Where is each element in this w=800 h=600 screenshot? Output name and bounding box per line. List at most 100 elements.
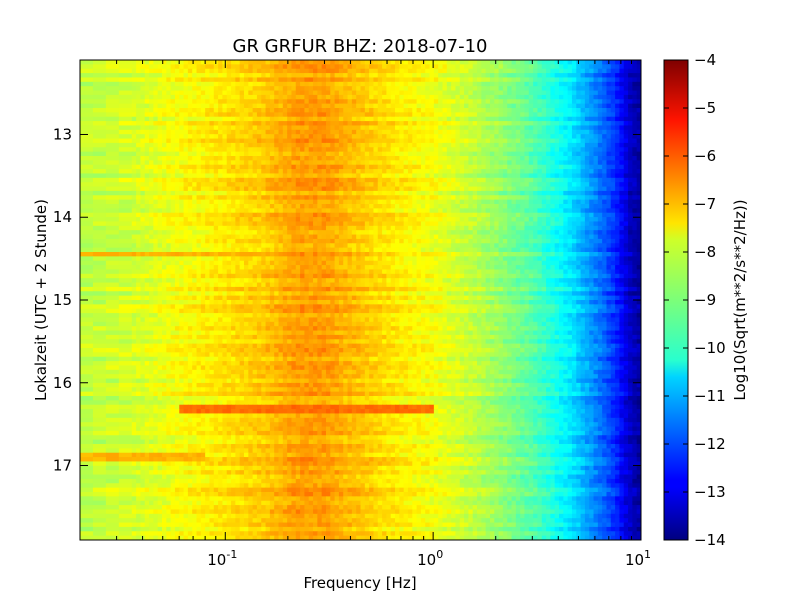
heatmap-cell [537,94,543,100]
heatmap-cell [343,73,349,79]
heatmap-cell [313,156,318,161]
heatmap-cell [269,121,275,127]
heatmap-cell [403,86,409,92]
heatmap-cell [623,199,629,205]
heatmap-cell [416,142,422,148]
heatmap-cell [205,173,211,179]
heatmap-cell [433,156,439,161]
heatmap-cell [157,94,163,100]
heatmap-cell [580,99,586,105]
heatmap-cell [179,103,185,109]
heatmap-cell [269,125,275,131]
heatmap-cell [632,64,638,70]
heatmap-cell [300,94,305,100]
heatmap-cell [226,125,232,131]
heatmap-cell [520,204,526,209]
heatmap-cell [576,195,582,201]
heatmap-cell [567,129,573,135]
heatmap-cell [576,116,582,122]
heatmap-cell [291,112,297,118]
heatmap-cell [291,81,297,87]
heatmap-cell [343,125,349,131]
heatmap-cell [295,138,301,144]
heatmap-cell [485,60,491,65]
heatmap-cell [300,190,305,196]
heatmap-cell [442,186,448,192]
heatmap-cell [140,121,146,127]
heatmap-cell [451,73,457,79]
heatmap-cell [239,129,245,135]
heatmap-cell [407,73,413,79]
heatmap-cell [325,173,331,179]
heatmap-cell [559,169,564,175]
heatmap-cell [524,90,530,96]
heatmap-cell [192,121,198,127]
heatmap-cell [636,134,641,140]
heatmap-cell [520,90,526,96]
heatmap-cell [218,86,224,92]
heatmap-cell [213,121,219,127]
heatmap-cell [485,64,491,70]
heatmap-cell [330,125,336,131]
heatmap-cell [295,68,301,74]
heatmap-cell [593,64,599,70]
heatmap-cell [338,138,344,144]
heatmap-cell [610,164,616,170]
heatmap-cell [610,73,616,79]
heatmap-cell [606,164,612,170]
heatmap-cell [429,138,435,144]
heatmap-cell [494,60,500,65]
heatmap-cell [248,94,254,100]
heatmap-cell [174,169,180,175]
heatmap-cell [610,142,616,148]
heatmap-cell [593,60,599,65]
heatmap-cell [131,94,137,100]
heatmap-cell [196,151,202,157]
heatmap-cell [576,208,582,214]
heatmap-cell [554,234,560,240]
heatmap-cell [433,94,439,100]
heatmap-cell [330,73,336,79]
heatmap-cell [494,64,500,70]
heatmap-cell [92,151,107,157]
heatmap-cell [153,195,159,201]
heatmap-cell [395,177,400,183]
heatmap-cell [196,169,202,175]
heatmap-cell [200,64,206,70]
heatmap-cell [589,134,595,140]
heatmap-cell [265,60,271,65]
heatmap-cell [498,199,504,205]
heatmap-cell [377,160,383,166]
heatmap-cell [118,121,133,127]
heatmap-cell [166,125,172,131]
heatmap-cell [118,173,133,179]
heatmap-cell [399,103,405,109]
heatmap-cell [287,151,293,157]
heatmap-cell [274,230,280,236]
heatmap-cell [537,186,543,192]
heatmap-cell [425,94,431,100]
heatmap-cell [140,116,146,122]
heatmap-cell [477,73,482,79]
heatmap-cell [295,90,301,96]
heatmap-cell [317,116,323,122]
heatmap-cell [321,142,327,148]
heatmap-cell [425,173,431,179]
heatmap-cell [218,169,224,175]
heatmap-cell [390,182,396,188]
heatmap-cell [196,77,202,83]
heatmap-cell [395,151,400,157]
heatmap-cell [174,199,180,205]
heatmap-cell [235,60,241,65]
heatmap-cell [192,195,198,201]
heatmap-cell [252,195,258,201]
heatmap-cell [489,199,495,205]
heatmap-cell [308,94,314,100]
heatmap-cell [261,99,267,105]
heatmap-cell [433,212,439,218]
heatmap-cell [157,190,163,196]
heatmap-cell [554,112,560,118]
heatmap-cell [533,60,539,65]
heatmap-cell [455,234,461,240]
heatmap-cell [489,99,495,105]
